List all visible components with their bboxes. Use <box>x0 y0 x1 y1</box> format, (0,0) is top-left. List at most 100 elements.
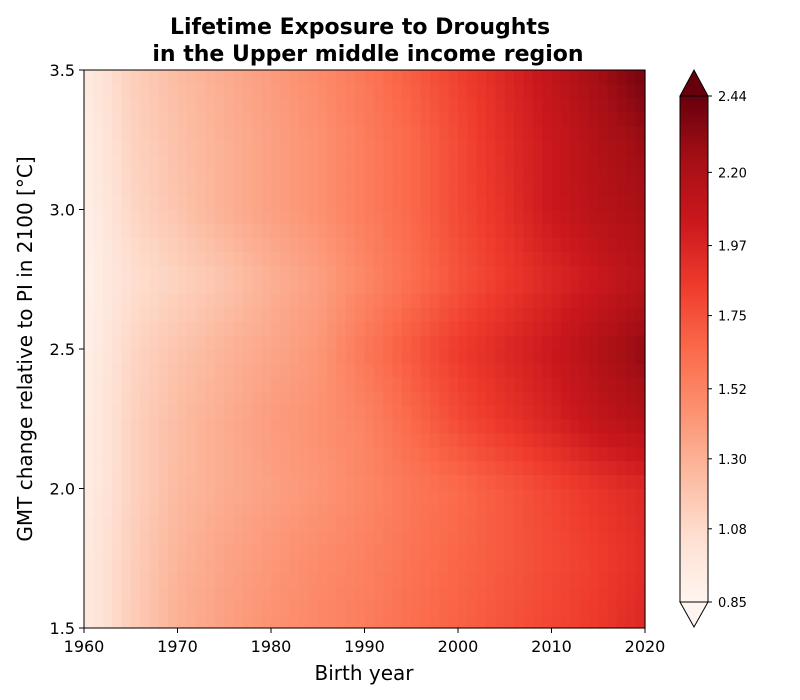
heatmap-cell <box>383 279 394 294</box>
heatmap-cell <box>271 265 281 280</box>
heatmap-cell <box>635 335 646 350</box>
heatmap-cell <box>401 307 412 322</box>
heatmap-cell <box>364 362 375 378</box>
heatmap-cell <box>355 335 366 350</box>
heatmap-cell <box>401 153 412 169</box>
heatmap-cell <box>252 125 263 141</box>
heatmap-cell <box>448 600 459 615</box>
heatmap-cell <box>626 390 637 406</box>
heatmap-cell <box>196 446 207 462</box>
heatmap-cell <box>420 125 431 141</box>
heatmap-cell <box>224 558 235 573</box>
heatmap-cell <box>130 600 141 615</box>
heatmap-cell <box>616 446 627 462</box>
heatmap-cell <box>392 209 403 225</box>
heatmap-cell <box>486 544 496 559</box>
heatmap-cell <box>607 460 618 476</box>
heatmap-cell <box>261 83 272 99</box>
heatmap-cell <box>224 153 235 169</box>
heatmap-cell <box>476 502 487 517</box>
heatmap-cell <box>93 97 104 113</box>
heatmap-cell <box>476 265 487 280</box>
heatmap-cell <box>261 418 272 434</box>
heatmap-cell <box>411 195 422 211</box>
heatmap-cell <box>327 362 338 378</box>
heatmap-cell <box>429 335 440 350</box>
heatmap-cell <box>598 335 609 350</box>
heatmap-cell <box>149 572 160 587</box>
x-axis-label: Birth year <box>315 661 415 685</box>
heatmap-cell <box>383 558 394 573</box>
heatmap-cell <box>476 572 487 587</box>
heatmap-cell <box>448 349 459 364</box>
heatmap-cell <box>532 181 543 197</box>
heatmap-cell <box>252 335 263 350</box>
heatmap-cell <box>158 586 169 601</box>
heatmap-cell <box>308 97 319 113</box>
heatmap-cell <box>130 516 141 531</box>
heatmap-cell <box>616 279 627 294</box>
heatmap-cell <box>261 432 272 448</box>
heatmap-cell <box>280 614 291 629</box>
heatmap-cell <box>626 265 637 280</box>
heatmap-cell <box>476 279 487 294</box>
heatmap-cell <box>130 83 141 99</box>
heatmap-cell <box>196 251 207 266</box>
heatmap-cell <box>233 558 244 573</box>
heatmap-cell <box>345 460 356 476</box>
heatmap-cell <box>392 237 403 252</box>
heatmap-cell <box>233 83 244 99</box>
heatmap-cell <box>607 614 618 629</box>
heatmap-cell <box>467 251 478 266</box>
heatmap-cell <box>271 209 281 225</box>
heatmap-cell <box>214 362 225 378</box>
heatmap-cell <box>551 432 562 448</box>
heatmap-cell <box>542 307 553 322</box>
heatmap-cell <box>196 307 207 322</box>
heatmap-cell <box>317 223 328 238</box>
heatmap-cell <box>205 181 216 197</box>
heatmap-cell <box>598 153 609 169</box>
heatmap-cell <box>476 209 487 225</box>
heatmap-cell <box>458 237 468 252</box>
heatmap-cell <box>579 349 590 364</box>
heatmap-cell <box>280 502 291 517</box>
heatmap-cell <box>486 97 496 113</box>
heatmap-cell <box>345 474 356 490</box>
heatmap-cell <box>495 251 506 266</box>
heatmap-cell <box>588 321 599 336</box>
heatmap-cell <box>401 293 412 308</box>
heatmap-cell <box>401 516 412 531</box>
heatmap-cell <box>130 279 141 294</box>
heatmap-cell <box>130 572 141 587</box>
heatmap-cell <box>289 167 300 183</box>
heatmap-cell <box>570 614 581 629</box>
heatmap-cell <box>196 460 207 476</box>
heatmap-cell <box>327 404 338 420</box>
heatmap-cell <box>84 600 94 615</box>
heatmap-cell <box>504 181 515 197</box>
heatmap-cell <box>560 544 571 559</box>
heatmap-cell <box>495 530 506 545</box>
heatmap-cell <box>186 376 197 392</box>
heatmap-cell <box>130 321 141 336</box>
heatmap-cell <box>261 404 272 420</box>
heatmap-cell <box>635 404 646 420</box>
heatmap-cell <box>224 502 235 517</box>
heatmap-cell <box>168 404 179 420</box>
heatmap-cell <box>411 279 422 294</box>
heatmap-cell <box>598 139 609 155</box>
heatmap-cell <box>635 97 646 113</box>
heatmap-cell <box>186 153 197 169</box>
heatmap-cell <box>84 139 94 155</box>
heatmap-cell <box>448 446 459 462</box>
heatmap-cell <box>448 516 459 531</box>
heatmap-cell <box>579 544 590 559</box>
heatmap-cell <box>121 460 132 476</box>
heatmap-cell <box>149 167 160 183</box>
heatmap-cell <box>299 111 309 127</box>
heatmap-cell <box>355 614 366 629</box>
heatmap-cell <box>252 307 263 322</box>
heatmap-cell <box>345 362 356 378</box>
